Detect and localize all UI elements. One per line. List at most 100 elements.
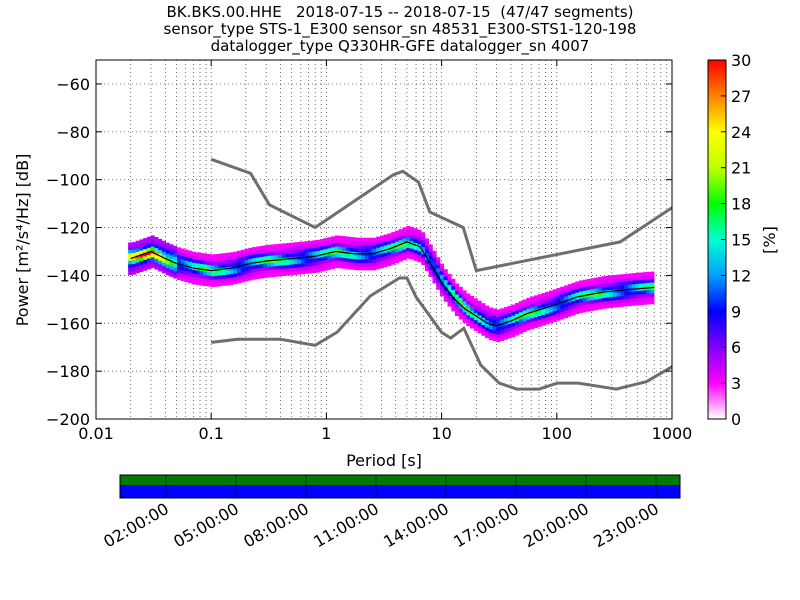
psd-cell — [432, 254, 437, 259]
y-tick-label: −140 — [46, 266, 90, 285]
psd-cell — [601, 294, 606, 299]
x-tick-label: 0.1 — [198, 424, 223, 443]
psd-cell — [308, 251, 313, 256]
psd-cell — [259, 263, 264, 268]
psd-cell — [146, 261, 151, 266]
psd-cell — [548, 294, 554, 299]
psd-cell — [154, 247, 159, 252]
psd-cell — [462, 315, 467, 320]
psd-cell — [323, 263, 328, 268]
psd-cell — [436, 282, 441, 287]
psd-cell — [552, 314, 557, 319]
psd-cell — [605, 300, 610, 305]
psd-cell — [560, 308, 565, 313]
psd-cell — [263, 263, 268, 268]
psd-cell — [379, 246, 384, 251]
psd-cell — [417, 258, 422, 263]
y-tick-label: −120 — [46, 219, 90, 238]
psd-cell — [413, 246, 418, 251]
psd-cell — [477, 325, 482, 330]
psd-cell — [357, 248, 362, 253]
psd-cell — [409, 234, 414, 238]
psd-cell — [548, 315, 554, 320]
psd-cell — [492, 308, 497, 313]
psd-cell — [176, 268, 182, 273]
psd-cell — [139, 257, 144, 262]
psd-cell — [642, 290, 647, 295]
psd-cell — [184, 260, 189, 265]
psd-cell — [135, 258, 140, 263]
psd-cell — [282, 243, 287, 248]
psd-cell — [548, 308, 554, 313]
psd-cell — [199, 270, 204, 275]
psd-cell — [331, 265, 336, 269]
psd-cell — [237, 272, 242, 277]
psd-cell — [507, 327, 512, 332]
psd-cell — [518, 322, 523, 327]
psd-cell — [642, 272, 647, 277]
psd-cell — [274, 254, 279, 259]
psd-cell — [605, 286, 610, 291]
psd-cell — [594, 284, 599, 289]
psd-cell — [594, 277, 599, 282]
psd-cell — [240, 271, 245, 276]
psd-cell — [308, 262, 313, 267]
psd-cell — [455, 287, 460, 291]
psd-cell — [421, 253, 426, 258]
psd-cell — [537, 315, 542, 320]
psd-cell — [161, 255, 166, 260]
psd-cell — [533, 316, 538, 321]
psd-cell — [237, 268, 242, 273]
psd-cell — [496, 320, 501, 325]
psd-cell — [300, 241, 306, 246]
psd-cell — [191, 262, 197, 267]
psd-cell — [488, 311, 493, 315]
psd-cell — [214, 279, 219, 284]
psd-cell — [650, 271, 655, 276]
psd-cell — [203, 278, 208, 283]
psd-cell — [218, 271, 223, 276]
psd-cell — [413, 253, 418, 258]
psd-cell — [218, 264, 223, 269]
psd-cell — [451, 296, 456, 301]
psd-cell — [436, 264, 441, 269]
psd-cell — [233, 251, 238, 256]
psd-cell — [176, 250, 182, 255]
psd-cell — [143, 248, 148, 253]
psd-cell — [161, 247, 166, 252]
psd-cell — [391, 242, 396, 247]
psd-cell — [605, 293, 610, 298]
psd-cell — [331, 239, 336, 244]
psd-cell — [537, 294, 542, 299]
psd-cell — [612, 278, 617, 283]
psd-cell — [368, 255, 373, 260]
psd-cell — [639, 279, 644, 284]
psd-cell — [458, 308, 463, 313]
data-coverage-bar — [120, 485, 680, 498]
psd-cell — [139, 253, 144, 258]
psd-cell — [361, 237, 366, 242]
psd-cell — [267, 262, 272, 267]
psd-cell — [601, 304, 606, 309]
psd-cell — [424, 252, 430, 257]
psd-cell — [376, 254, 381, 259]
psd-cell — [334, 264, 339, 269]
psd-cell — [496, 330, 501, 335]
psd-cell — [639, 276, 644, 280]
psd-cell — [308, 240, 313, 245]
psd-cell — [398, 229, 403, 233]
psd-cell — [522, 317, 527, 322]
psd-cell — [176, 254, 182, 259]
psd-cell — [308, 265, 313, 270]
psd-cell — [642, 279, 647, 284]
psd-cell — [387, 247, 392, 252]
psd-cell — [364, 241, 369, 246]
psd-cell — [154, 244, 159, 249]
psd-cell — [571, 293, 576, 298]
psd-cell — [353, 237, 358, 242]
psd-cell — [128, 249, 133, 254]
psd-cell — [176, 247, 182, 252]
psd-cell — [128, 271, 133, 276]
psd-cell — [594, 288, 599, 293]
psd-cell — [443, 283, 448, 288]
